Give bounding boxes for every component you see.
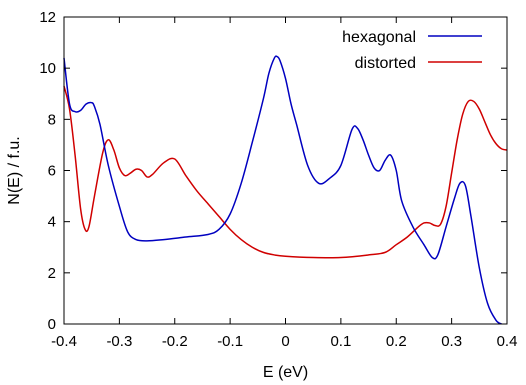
series-line-distorted: [63, 85, 508, 259]
x-tick-label: 0.1: [330, 333, 351, 350]
y-axis-ticks: 0 2 4 6 8 10 12: [39, 9, 507, 333]
y-axis-label: N(E) / f.u.: [6, 136, 23, 204]
y-tick-label: 4: [48, 214, 56, 231]
y-tick-label: 0: [48, 316, 56, 333]
x-axis-ticks: -0.4 -0.3 -0.2 -0.1 0 0.1 0.2 0.3 0.4: [51, 17, 517, 350]
y-tick-label: 6: [48, 163, 56, 180]
legend-label-distorted: distorted: [355, 55, 416, 72]
x-tick-label: -0.4: [51, 333, 77, 350]
legend: hexagonal distorted: [342, 29, 482, 72]
x-tick-label: -0.1: [217, 333, 243, 350]
plot-lines: [63, 55, 508, 325]
legend-label-hexagonal: hexagonal: [342, 29, 416, 46]
x-tick-label: 0.2: [386, 333, 407, 350]
plot-frame: [63, 16, 508, 325]
y-tick-label: 12: [39, 9, 56, 26]
y-tick-label: 10: [39, 60, 56, 77]
x-tick-label: -0.2: [162, 333, 188, 350]
x-axis-label: E (eV): [263, 364, 308, 381]
x-tick-label: 0.4: [497, 333, 518, 350]
x-tick-label: -0.3: [106, 333, 132, 350]
x-tick-label: 0.3: [441, 333, 462, 350]
y-tick-label: 2: [48, 265, 56, 282]
x-tick-label: 0: [281, 333, 289, 350]
y-tick-label: 8: [48, 111, 56, 128]
series-line-hexagonal: [63, 55, 502, 325]
